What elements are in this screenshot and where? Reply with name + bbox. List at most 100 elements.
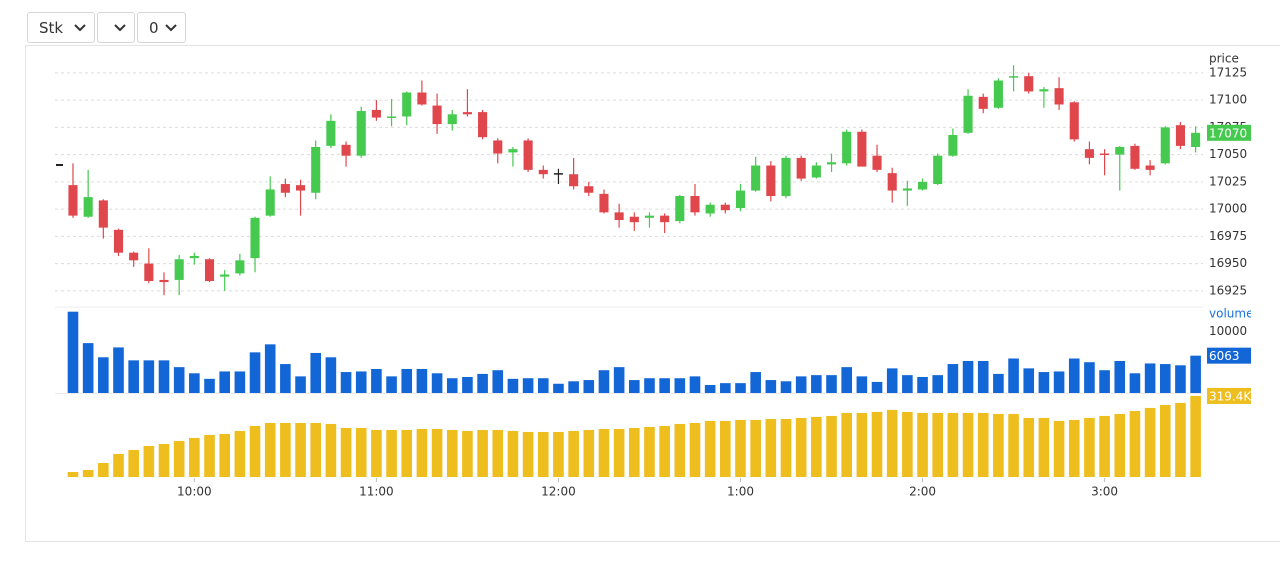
bar bbox=[598, 428, 610, 477]
bar bbox=[189, 373, 200, 393]
candle-body bbox=[948, 135, 958, 156]
bar bbox=[310, 422, 322, 477]
bar bbox=[644, 426, 655, 477]
chevron bbox=[165, 24, 177, 32]
bar bbox=[735, 419, 746, 477]
bar bbox=[431, 428, 443, 477]
candle-body bbox=[220, 274, 230, 277]
candle-body bbox=[644, 215, 655, 218]
bar bbox=[1023, 417, 1035, 477]
candle-body bbox=[690, 196, 700, 213]
bar bbox=[310, 352, 322, 393]
candle-body bbox=[842, 131, 852, 164]
x-tick-label: 3:00 bbox=[1091, 485, 1118, 499]
candle-body bbox=[144, 263, 154, 282]
candle-body bbox=[1115, 146, 1125, 155]
bar bbox=[143, 360, 155, 393]
bar bbox=[1144, 363, 1156, 393]
bar bbox=[264, 344, 276, 393]
bar bbox=[917, 412, 928, 477]
select-text: Stk bbox=[39, 18, 64, 37]
bar bbox=[932, 375, 944, 393]
candle-body bbox=[1024, 76, 1034, 92]
bar bbox=[477, 429, 488, 477]
bar bbox=[841, 367, 852, 393]
bar bbox=[704, 384, 716, 393]
bar bbox=[871, 381, 883, 393]
bar bbox=[280, 422, 291, 477]
bar bbox=[492, 370, 504, 393]
stock-select[interactable]: Stk bbox=[27, 12, 95, 43]
bar bbox=[355, 427, 367, 477]
bar bbox=[143, 445, 155, 477]
bar bbox=[553, 383, 564, 393]
candle-body bbox=[917, 181, 928, 190]
bar bbox=[67, 311, 79, 393]
candle-body bbox=[356, 111, 366, 156]
candle-body bbox=[98, 200, 108, 228]
bar bbox=[871, 411, 883, 477]
bar bbox=[98, 357, 109, 393]
candle-body bbox=[1191, 132, 1201, 147]
bar bbox=[173, 440, 185, 477]
candle-body bbox=[735, 190, 746, 209]
bar bbox=[204, 378, 215, 393]
bar bbox=[795, 376, 807, 393]
bar bbox=[1099, 415, 1110, 477]
bar bbox=[886, 409, 898, 477]
bar bbox=[1175, 365, 1186, 393]
bar bbox=[1084, 362, 1095, 393]
candle-body bbox=[978, 96, 988, 109]
candle-body bbox=[538, 169, 548, 175]
bar bbox=[826, 375, 837, 393]
candle-body bbox=[1100, 153, 1110, 156]
candle-body bbox=[584, 186, 594, 193]
bar bbox=[173, 367, 185, 393]
bar bbox=[689, 422, 701, 477]
candle-body bbox=[553, 173, 563, 175]
bar bbox=[1053, 420, 1065, 477]
bar bbox=[340, 427, 352, 477]
bar bbox=[1068, 419, 1080, 477]
bar bbox=[219, 433, 230, 477]
candle-body bbox=[599, 193, 609, 213]
bar bbox=[720, 420, 731, 477]
bar bbox=[371, 429, 382, 477]
candle-body bbox=[432, 105, 442, 125]
candle-body bbox=[993, 80, 1003, 108]
bar bbox=[553, 431, 564, 477]
candle-body bbox=[1130, 145, 1140, 169]
bar bbox=[1038, 417, 1050, 477]
bar bbox=[583, 380, 595, 393]
bar bbox=[629, 427, 640, 477]
candle-body bbox=[614, 212, 624, 220]
bar bbox=[659, 425, 670, 477]
candle-body bbox=[174, 259, 184, 280]
bar bbox=[537, 431, 549, 477]
candle-body bbox=[235, 260, 245, 274]
type-select[interactable] bbox=[97, 12, 135, 43]
x-tick-label: 12:00 bbox=[541, 485, 576, 499]
candle-body bbox=[675, 196, 685, 222]
x-tick-label: 11:00 bbox=[359, 485, 394, 499]
last-value-box bbox=[1207, 124, 1251, 141]
bar bbox=[811, 416, 822, 477]
bar bbox=[295, 376, 306, 393]
y-tick-label: 16975 bbox=[1209, 229, 1247, 243]
candle-body bbox=[265, 189, 275, 216]
candle-body bbox=[629, 216, 639, 223]
value-select[interactable]: 0 bbox=[137, 12, 186, 43]
bar bbox=[780, 418, 792, 477]
bar bbox=[82, 469, 94, 477]
bar bbox=[704, 420, 716, 477]
bar bbox=[1129, 410, 1141, 477]
bar bbox=[386, 429, 397, 477]
bar bbox=[977, 360, 989, 393]
bar bbox=[386, 376, 397, 393]
bar bbox=[234, 371, 246, 393]
bar bbox=[67, 471, 79, 477]
bar bbox=[720, 383, 731, 393]
bar bbox=[280, 364, 291, 393]
x-tick-label: 10:00 bbox=[177, 485, 212, 499]
bar bbox=[219, 371, 230, 393]
